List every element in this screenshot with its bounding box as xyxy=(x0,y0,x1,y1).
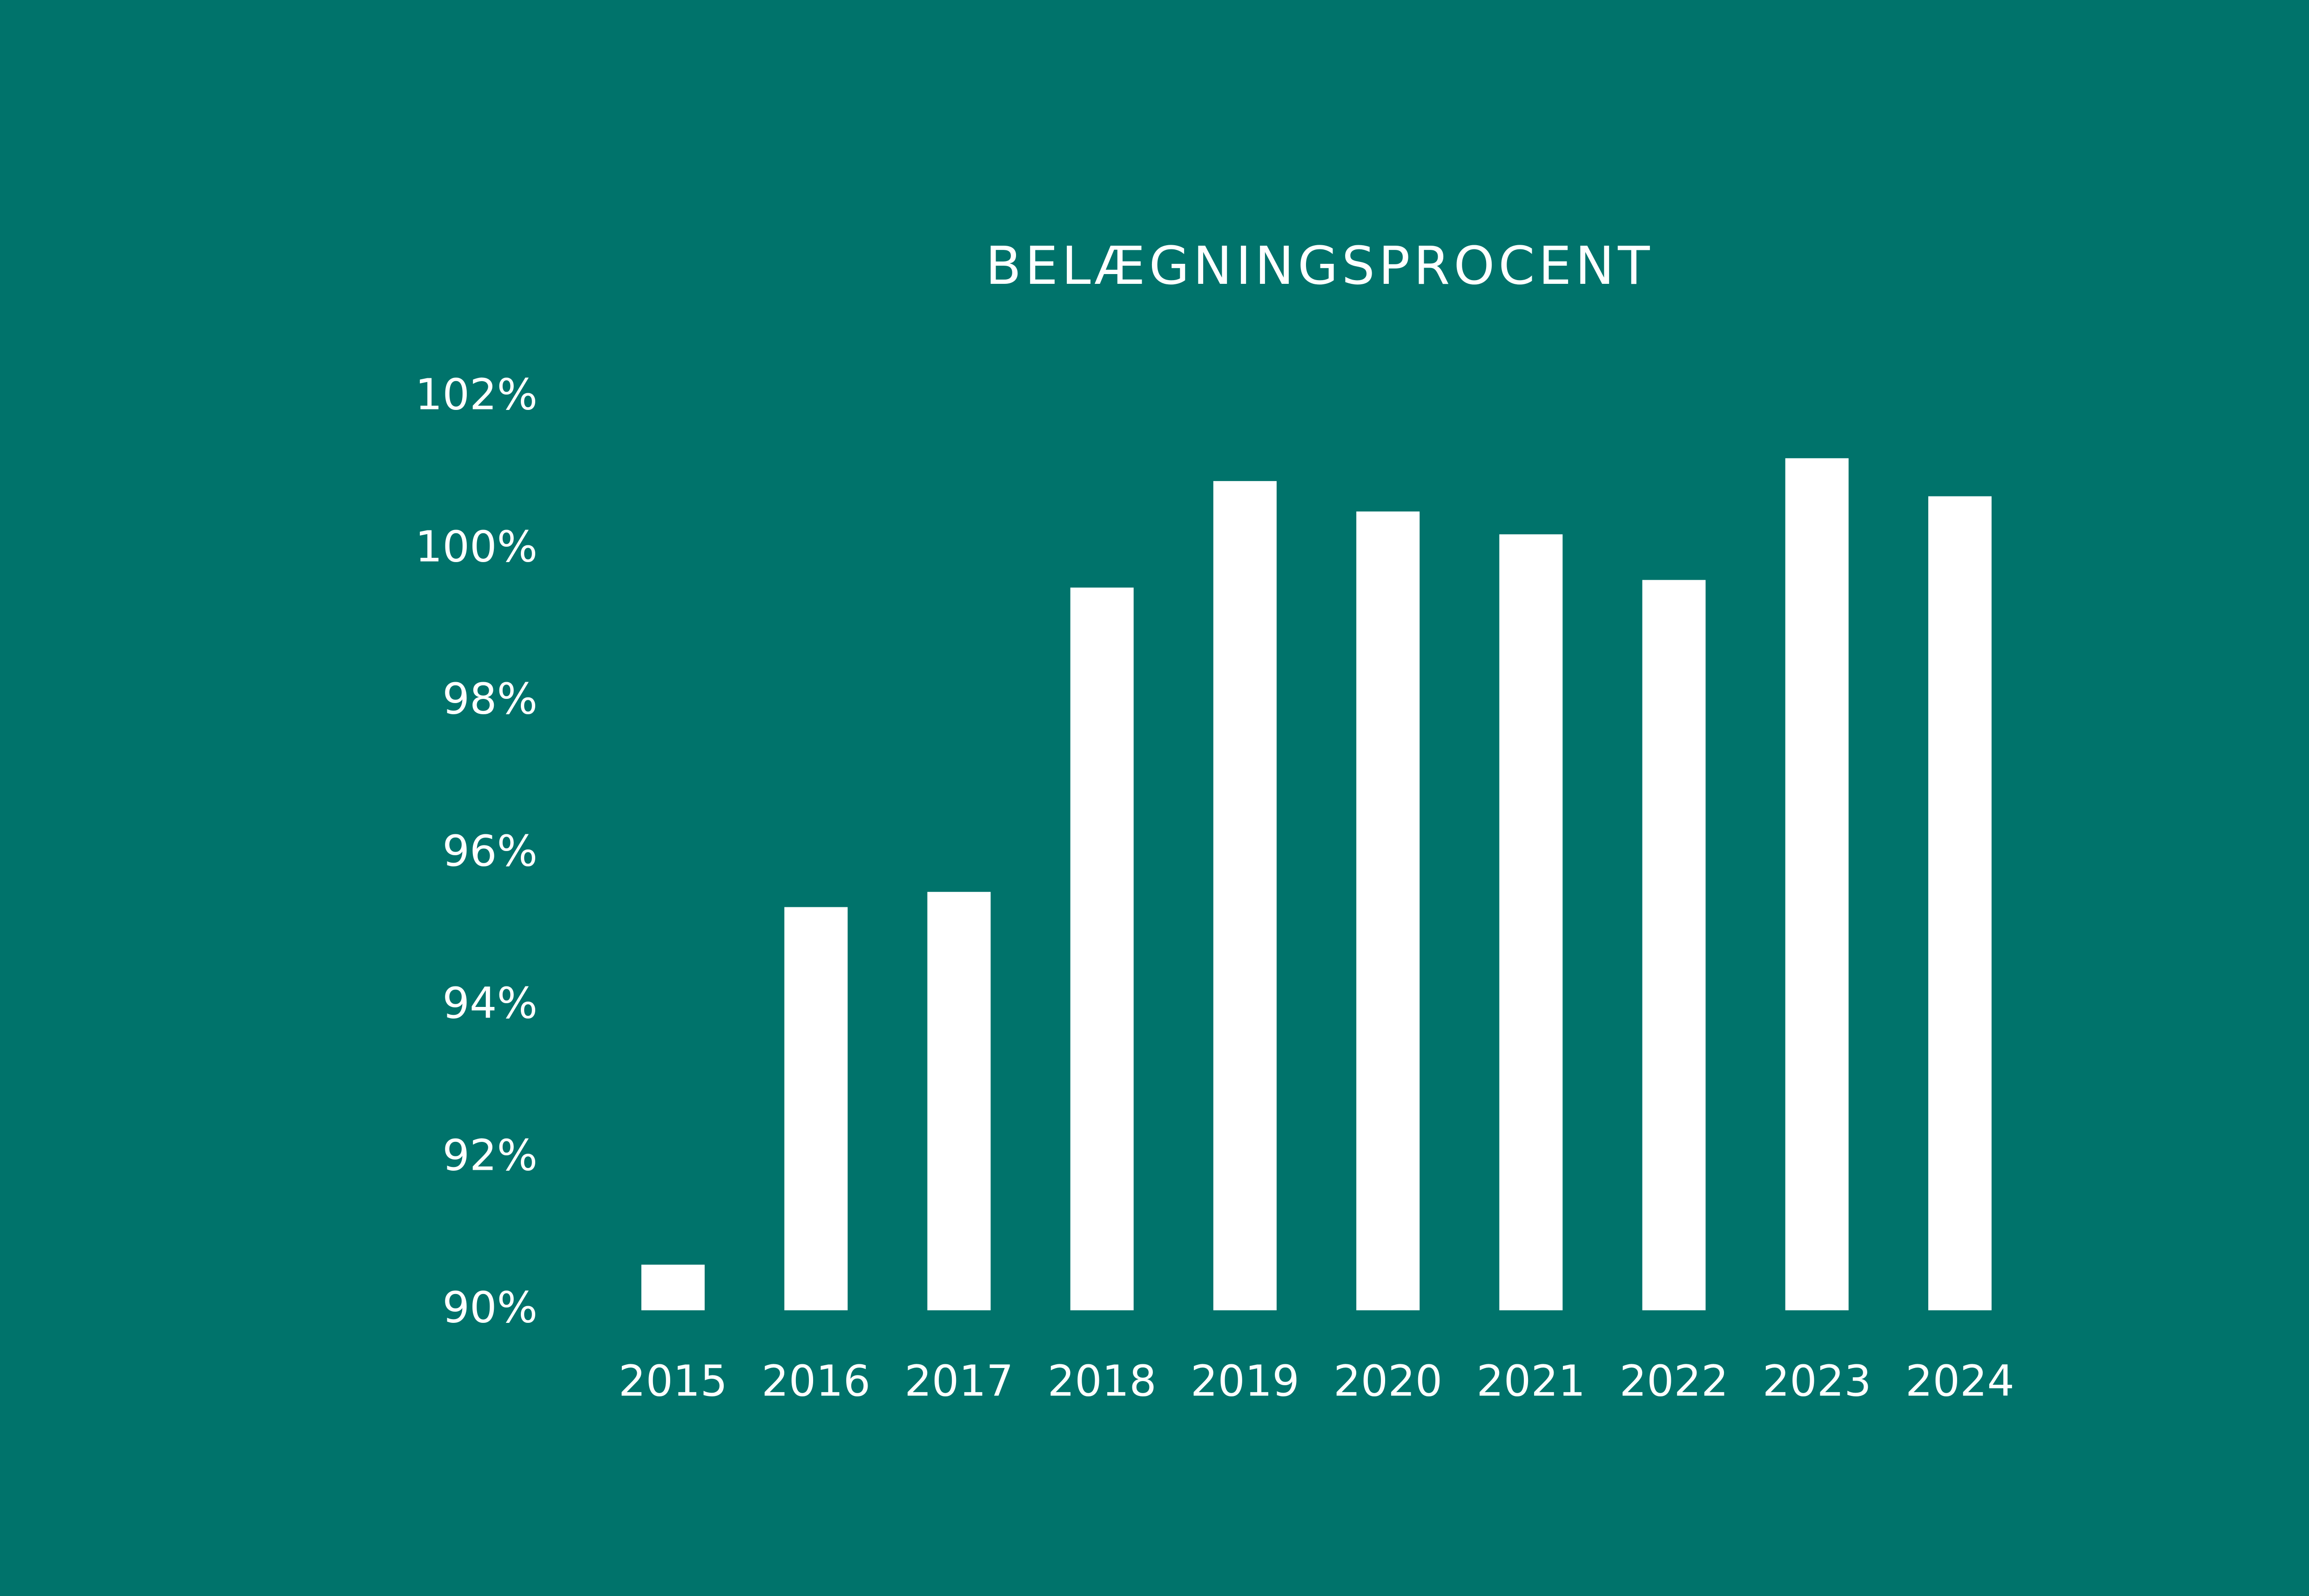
bar xyxy=(1785,458,1849,1310)
x-tick-label: 2017 xyxy=(904,1356,1013,1406)
x-tick-label: 2024 xyxy=(1905,1356,2014,1406)
x-tick-label: 2021 xyxy=(1476,1356,1585,1406)
bar xyxy=(1499,534,1563,1310)
y-tick-label: 94% xyxy=(443,978,538,1028)
x-tick-label: 2022 xyxy=(1619,1356,1728,1406)
y-tick-label: 92% xyxy=(443,1130,538,1180)
x-tick-label: 2023 xyxy=(1763,1356,1871,1406)
x-tick-label: 2015 xyxy=(619,1356,727,1406)
x-tick-label: 2020 xyxy=(1333,1356,1442,1406)
y-tick-label: 90% xyxy=(443,1282,538,1332)
bar xyxy=(1928,496,1992,1310)
x-tick-label: 2016 xyxy=(761,1356,870,1406)
y-tick-label: 102% xyxy=(415,369,538,419)
bar xyxy=(641,1264,705,1310)
chart-title: BELÆGNINGSPROCENT xyxy=(985,236,1653,296)
y-tick-label: 96% xyxy=(443,826,538,876)
y-tick-label: 98% xyxy=(443,674,538,724)
bar xyxy=(927,892,991,1310)
y-tick-label: 100% xyxy=(415,522,538,571)
bar xyxy=(1356,511,1420,1310)
bar xyxy=(1070,587,1134,1310)
bar xyxy=(1642,580,1706,1310)
bar xyxy=(1213,481,1277,1310)
bar xyxy=(784,907,848,1310)
x-tick-label: 2018 xyxy=(1048,1356,1157,1406)
x-tick-label: 2019 xyxy=(1191,1356,1299,1406)
